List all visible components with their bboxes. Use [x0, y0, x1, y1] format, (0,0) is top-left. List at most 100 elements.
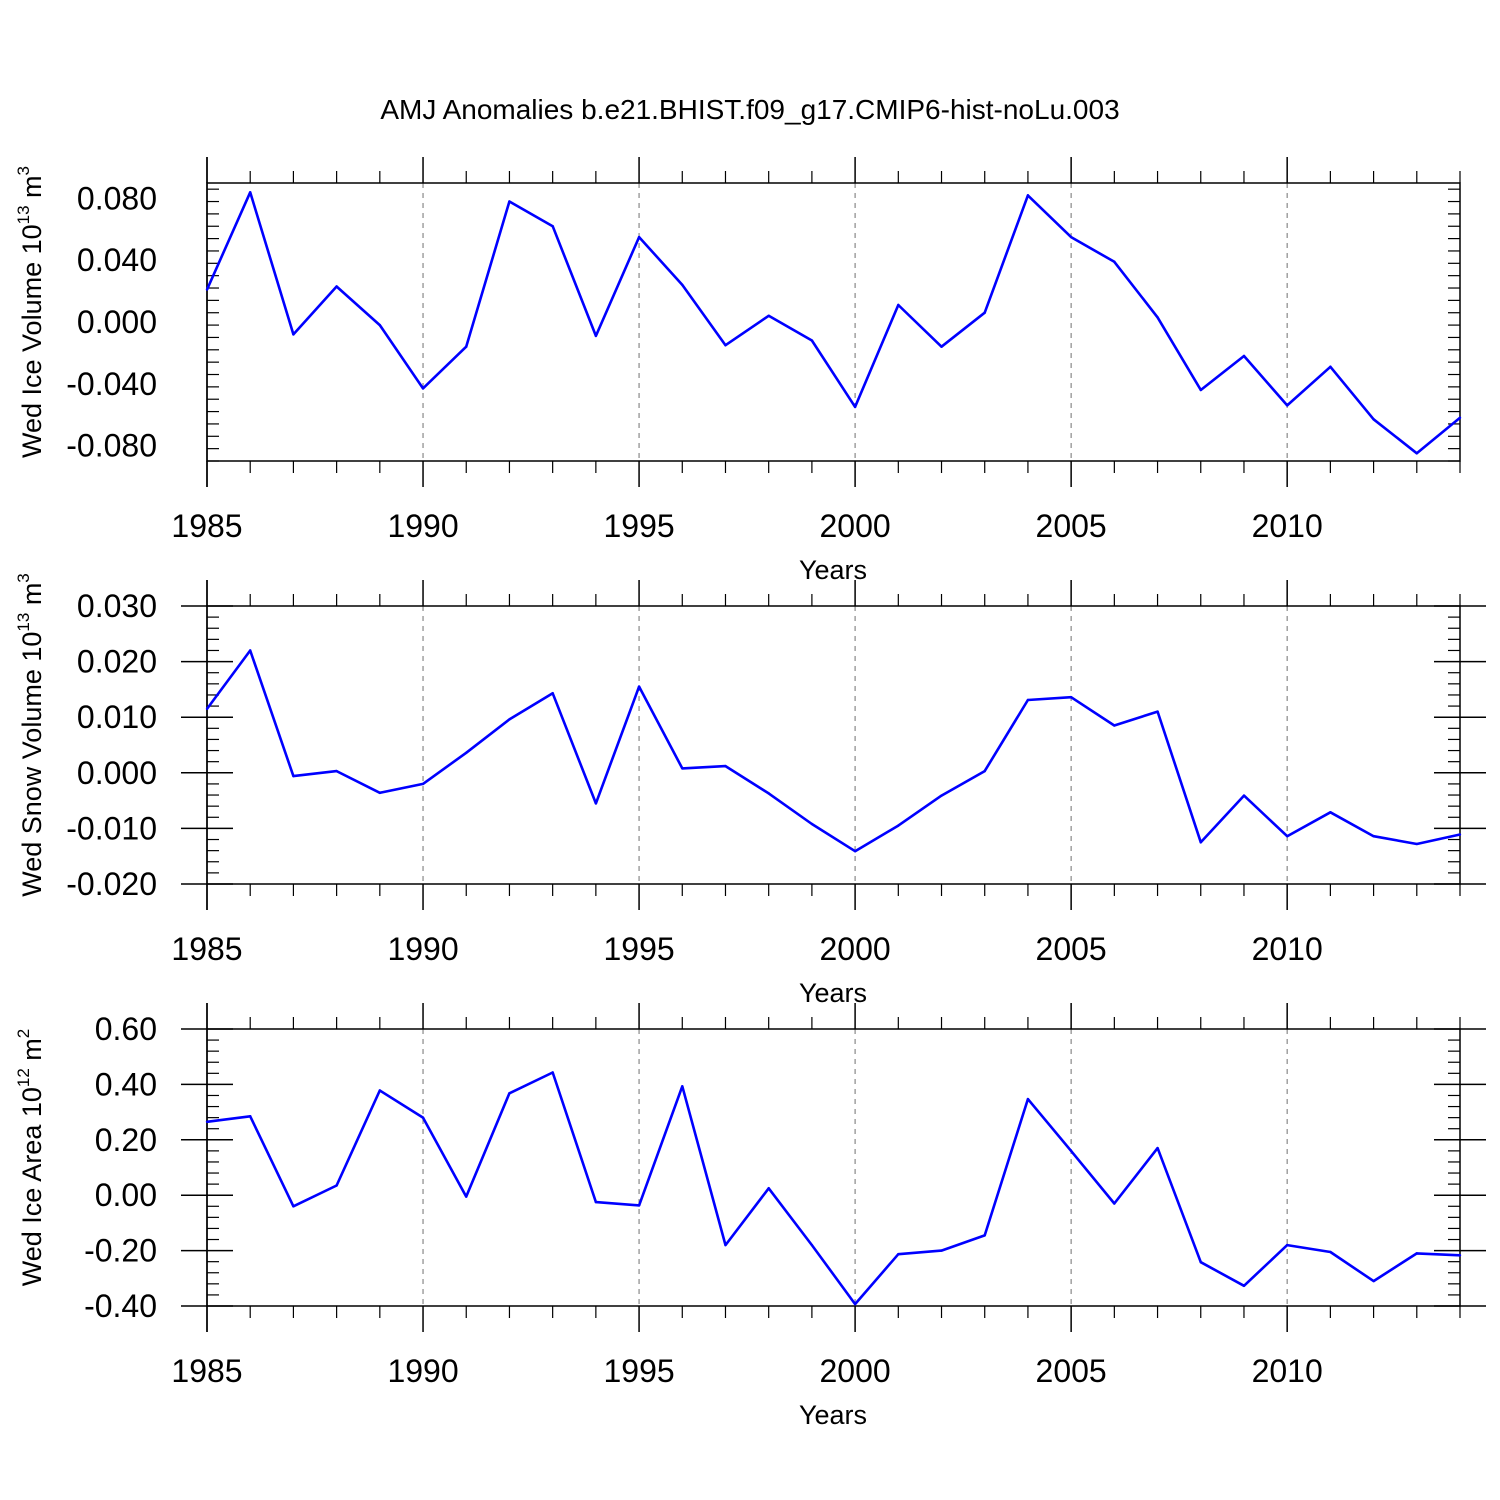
series-line — [206, 1071, 1461, 1306]
data-point — [1026, 194, 1030, 197]
x-axis-label: Years — [799, 978, 867, 1008]
data-point — [1285, 834, 1289, 838]
y-axis-label-unit: m — [17, 583, 47, 613]
data-point — [681, 1085, 684, 1088]
data-point — [1242, 1284, 1246, 1287]
data-point — [1242, 354, 1246, 358]
y-tick-label: 0.010 — [77, 699, 157, 735]
data-point — [1069, 235, 1073, 239]
data-point — [1069, 1149, 1073, 1153]
data-point — [767, 314, 770, 318]
data-point — [940, 345, 943, 348]
x-tick-label: 2000 — [820, 508, 891, 544]
data-point — [1113, 260, 1116, 263]
data-point — [335, 285, 338, 288]
data-point — [1113, 724, 1116, 727]
chart-panels: 1985 1990 1995 2000 2005 2010 0.080 0.040 0.000 -… — [14, 157, 1486, 1430]
x-tick-label: 1995 — [603, 508, 674, 544]
data-point — [810, 1243, 814, 1247]
data-point — [1372, 834, 1375, 838]
data-point — [724, 764, 727, 768]
data-point — [1156, 1146, 1159, 1150]
series-line — [205, 649, 1461, 853]
data-point — [292, 333, 295, 336]
data-point — [681, 767, 684, 770]
data-point — [1415, 1252, 1418, 1255]
y-axis-label-unit: m — [17, 1038, 47, 1068]
y-tick-label: -0.20 — [84, 1233, 157, 1269]
y-axis-label-main: Wed Ice Area 10 — [17, 1087, 47, 1286]
data-point — [810, 339, 814, 342]
x-tick-label: 1990 — [387, 1353, 458, 1389]
data-point — [551, 225, 554, 228]
data-point — [637, 235, 641, 239]
x-tick-label: 1990 — [387, 508, 458, 544]
data-point — [249, 1115, 252, 1118]
data-point — [1285, 404, 1289, 407]
data-point — [897, 303, 900, 307]
data-point — [1069, 695, 1073, 699]
y-tick-label: -0.010 — [66, 810, 157, 846]
data-point — [335, 1184, 338, 1187]
data-point — [594, 334, 598, 338]
series-line — [205, 191, 1461, 455]
data-point — [897, 1253, 900, 1256]
data-point — [983, 311, 986, 314]
data-point — [249, 649, 252, 652]
data-point — [1242, 794, 1246, 797]
y-axis-label-exponent: 13 — [14, 613, 33, 632]
data-point — [1199, 841, 1202, 844]
plot-frame — [206, 605, 1461, 885]
plot-frame — [206, 1028, 1461, 1307]
x-tick-label: 2010 — [1252, 1353, 1323, 1389]
data-point — [205, 288, 209, 291]
data-point — [810, 822, 814, 826]
data-point — [1113, 1202, 1116, 1205]
chart-panel-3: 1985 1990 1995 2000 2005 2010 0.60 0.40 0.20 0.00… — [14, 1003, 1486, 1430]
chart-panel-1: 1985 1990 1995 2000 2005 2010 0.080 0.040 0.000 -… — [14, 157, 1462, 585]
data-point — [292, 1205, 295, 1208]
data-point — [421, 782, 425, 786]
chart-panel-2: 1985 1990 1995 2000 2005 2010 0.030 0.020 0.010 0… — [14, 573, 1486, 1008]
data-point — [1329, 365, 1332, 368]
y-tick-label: 0.40 — [95, 1066, 157, 1102]
data-point — [465, 751, 468, 754]
data-point — [378, 1089, 382, 1092]
y-tick-label: -0.020 — [66, 866, 157, 902]
data-point — [1285, 1243, 1289, 1247]
data-point — [1458, 416, 1462, 419]
data-point — [508, 200, 511, 203]
y-tick-label: -0.080 — [66, 428, 157, 464]
y-axis-label-unit-exponent: 3 — [14, 573, 33, 582]
data-point — [1199, 1261, 1202, 1264]
data-point — [508, 718, 511, 721]
data-point — [508, 1092, 511, 1095]
data-point — [1458, 833, 1462, 836]
data-point — [637, 1204, 641, 1207]
x-tick-label: 2005 — [1036, 1353, 1107, 1389]
data-point — [1199, 388, 1202, 392]
y-axis-label: Wed Ice Volume 1013 m3 — [14, 166, 47, 458]
y-axis-label-main: Wed Snow Volume 10 — [17, 632, 47, 897]
chart-title: AMJ Anomalies b.e21.BHIST.f09_g17.CMIP6-… — [380, 94, 1119, 125]
data-point — [1329, 811, 1332, 814]
y-axis-label: Wed Ice Area 1012 m2 — [14, 1029, 47, 1287]
data-point — [551, 692, 554, 695]
data-point — [853, 1302, 857, 1306]
data-point — [1415, 452, 1418, 455]
x-tick-label: 2005 — [1036, 508, 1107, 544]
y-tick-label: 0.000 — [77, 755, 157, 791]
data-point — [853, 405, 857, 409]
x-tick-label: 1990 — [387, 931, 458, 967]
data-point — [983, 1234, 986, 1237]
data-point — [292, 774, 295, 778]
data-point — [421, 1116, 425, 1119]
data-point — [1329, 1250, 1332, 1254]
data-point — [724, 1243, 727, 1247]
data-point — [1156, 710, 1159, 713]
x-tick-label: 1985 — [171, 1353, 242, 1389]
y-axis-label-unit-exponent: 2 — [14, 1029, 33, 1038]
y-axis-label-main: Wed Ice Volume 10 — [17, 224, 47, 458]
data-point — [1372, 1279, 1375, 1283]
